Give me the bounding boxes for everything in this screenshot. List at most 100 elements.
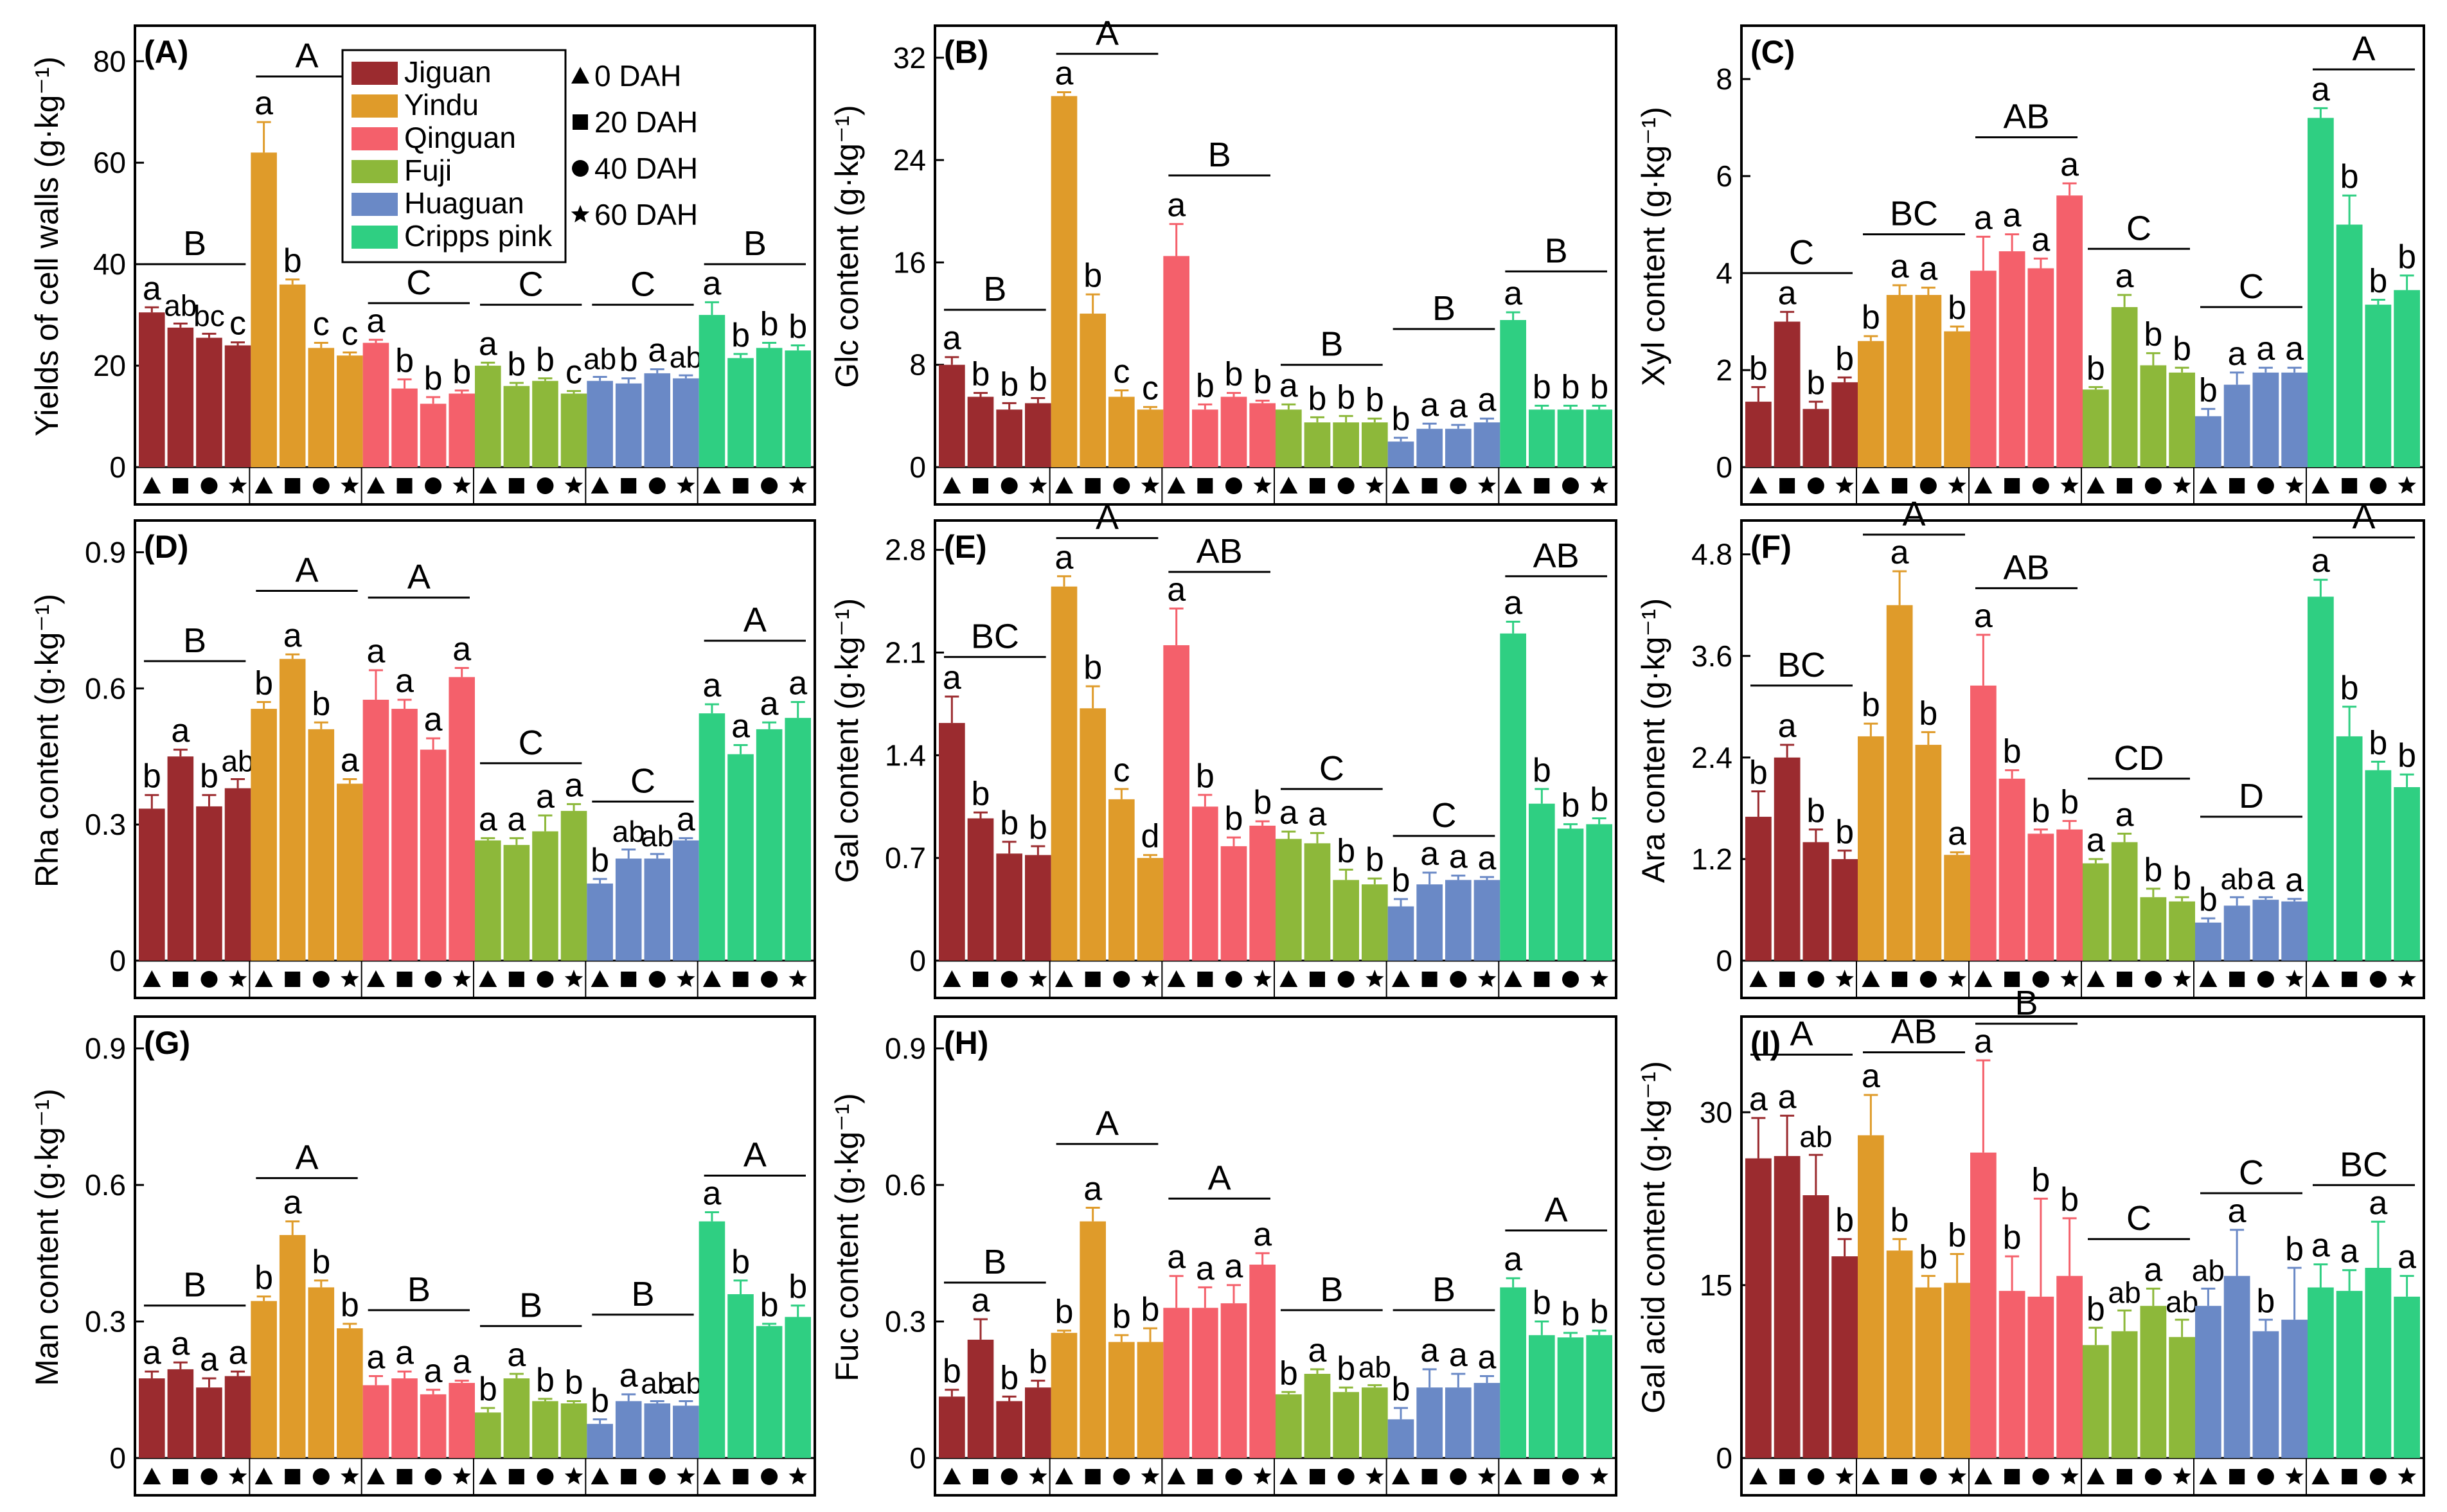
significance-letter: a (2398, 1239, 2416, 1276)
stage-symbol-icon (1366, 476, 1384, 494)
bar (1445, 880, 1472, 961)
significance-letter: a (1778, 1078, 1797, 1116)
bar (196, 337, 222, 467)
group-letter: A (1790, 1015, 1813, 1053)
bar (2365, 305, 2392, 467)
stage-symbol-icon (648, 971, 666, 988)
stage-symbol-icon (2173, 970, 2191, 988)
panel-frame (134, 519, 816, 999)
stage-symbol-icon (1113, 971, 1130, 988)
series-fuji: a ab bC (1276, 749, 1388, 988)
bar (1362, 1387, 1388, 1458)
bar (1944, 1283, 1970, 1458)
bar (1192, 806, 1218, 961)
legend-stage-icon (571, 205, 590, 223)
stage-symbol-icon (2369, 477, 2387, 494)
legend-cultivar-label: Cripps pink (404, 219, 553, 253)
significance-letter: a (424, 701, 443, 738)
significance-letter: c (313, 306, 330, 343)
stage-symbol-icon (1141, 1467, 1160, 1485)
series-jiguan: a a a aB (139, 1266, 251, 1485)
bar (2140, 897, 2167, 961)
stage-symbol-icon (2311, 477, 2330, 494)
bar (1745, 402, 1772, 467)
stage-symbol-icon (2285, 970, 2304, 988)
significance-letter: b (2369, 724, 2387, 761)
significance-letter: bc (193, 299, 225, 332)
group-letter: B (1320, 1270, 1343, 1309)
stage-symbol-icon (2369, 971, 2387, 988)
group-letter: C (1432, 796, 1457, 835)
bar (1051, 1333, 1078, 1458)
significance-letter: c (341, 316, 358, 353)
significance-letter: b (1835, 340, 1854, 377)
significance-letter: b (1055, 1294, 1074, 1331)
legend-swatch (351, 226, 398, 249)
group-letter: B (743, 224, 767, 263)
group-letter: BC (2340, 1145, 2388, 1184)
stage-symbol-icon (1534, 972, 1550, 987)
series-qinguan: a a a aB (362, 1270, 475, 1485)
stage-symbol-icon (2229, 972, 2245, 987)
y-tick-label: 0.6 (85, 1168, 126, 1202)
stage-symbol-icon (1029, 476, 1047, 494)
significance-letter: ab (641, 819, 673, 853)
bar (2140, 1306, 2167, 1458)
y-tick-label: 24 (893, 143, 926, 177)
significance-letter: ab (1799, 1120, 1832, 1153)
bar (2252, 372, 2279, 467)
bar (1886, 605, 1913, 961)
y-tick-label: 2.1 (885, 636, 926, 670)
significance-letter: b (1806, 364, 1825, 402)
y-axis-label: Xyl content (g·kg⁻¹) (1635, 107, 1671, 386)
series-qinguan: ab b bC (362, 263, 475, 494)
stage-symbol-icon (285, 478, 301, 494)
stage-symbol-icon (2087, 1468, 2105, 1484)
group-letter: B (1432, 1270, 1455, 1309)
significance-letter: b (1083, 649, 1102, 686)
bar (1108, 396, 1135, 467)
y-tick-label: 6 (1716, 159, 1732, 193)
stage-symbol-icon (591, 970, 609, 987)
significance-letter: ab (641, 1366, 673, 1400)
stage-symbol-icon (1055, 1468, 1073, 1484)
significance-letter: b (341, 1286, 359, 1324)
bar (967, 1339, 994, 1458)
series-fuji: ab b cC (475, 265, 587, 494)
stage-symbol-icon (200, 477, 218, 494)
y-tick-label: 2.4 (1691, 741, 1732, 774)
significance-letter: b (1308, 380, 1327, 417)
significance-letter: b (1000, 1359, 1019, 1396)
bar (196, 806, 222, 961)
series-huaguan: ab b a ab C (583, 265, 702, 494)
significance-letter: a (2369, 1184, 2387, 1222)
stage-symbol-icon (1279, 1468, 1298, 1484)
bar (224, 1376, 251, 1458)
y-axis-label: Glc content (g·kg⁻¹) (829, 105, 865, 387)
group-letter: A (1096, 14, 1119, 53)
significance-letter: a (1167, 1239, 1186, 1276)
legend-stage-label: 60 DAH (594, 198, 698, 231)
bar (1586, 1335, 1612, 1458)
bar (139, 312, 165, 467)
significance-letter: b (1749, 754, 1768, 792)
stage-symbol-icon (425, 1468, 442, 1485)
bar (939, 723, 965, 961)
significance-letter: a (702, 667, 721, 704)
significance-letter: b (536, 1362, 555, 1399)
group-letter: A (743, 1136, 767, 1175)
y-axis-label: Man content (g·kg⁻¹) (29, 1089, 65, 1386)
bar (1970, 685, 1997, 961)
bar (1858, 341, 1884, 467)
stage-symbol-icon (1055, 970, 1073, 987)
bar (1858, 736, 1884, 961)
significance-letter: c (229, 305, 246, 342)
significance-letter: ab (2192, 1254, 2225, 1287)
stage-symbol-icon (2199, 970, 2218, 987)
bar (420, 1394, 447, 1458)
y-tick-label: 3.6 (1691, 639, 1732, 673)
